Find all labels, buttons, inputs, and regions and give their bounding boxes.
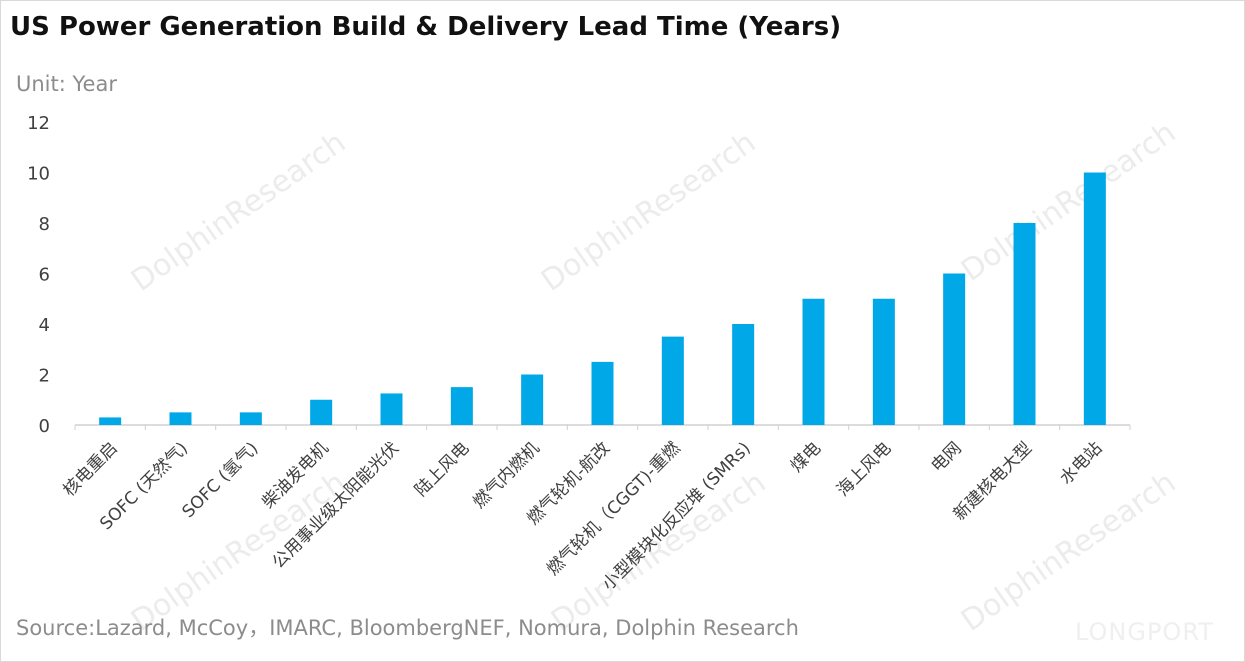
bar — [732, 324, 755, 425]
bar — [591, 361, 614, 425]
unit-label: Unit: Year — [16, 72, 117, 96]
x-category-label: 柴油发电机 — [258, 438, 332, 512]
x-category-label: 燃气轮机（CGGT)-重燃 — [543, 438, 684, 579]
y-tick-label: 8 — [39, 214, 50, 235]
x-category-label: 陆上风电 — [411, 438, 473, 500]
y-tick-label: 0 — [39, 416, 50, 437]
x-category-label: 公用事业级太阳能光伏 — [269, 438, 403, 572]
source-note: Source:Lazard, McCoy，IMARC, BloombergNEF… — [16, 616, 799, 640]
bar — [380, 393, 403, 425]
bar — [239, 412, 262, 425]
bar — [661, 336, 684, 425]
y-tick-label: 4 — [39, 315, 50, 336]
bar — [310, 399, 333, 425]
bar — [169, 412, 192, 425]
y-tick-label: 6 — [39, 265, 50, 286]
x-category-label: 水电站 — [1056, 438, 1106, 488]
y-tick-label: 2 — [39, 366, 50, 387]
x-category-label: 小型模块化反应堆 (SMRs) — [599, 438, 755, 594]
bar — [1083, 172, 1106, 425]
x-category-label: 海上风电 — [833, 438, 895, 500]
bar — [872, 298, 895, 425]
x-category-label: 煤电 — [787, 438, 825, 476]
bar — [521, 374, 544, 425]
bar — [99, 417, 122, 425]
y-tick-label: 10 — [27, 164, 50, 185]
x-category-label: 燃气内燃机 — [469, 438, 543, 512]
bar — [1013, 223, 1036, 425]
x-category-label: 核电重启 — [59, 438, 121, 500]
x-category-label: 电网 — [928, 438, 966, 476]
chart-title: US Power Generation Build & Delivery Lea… — [10, 12, 842, 42]
y-tick-label: 12 — [27, 113, 50, 134]
bar — [802, 298, 825, 425]
watermark-brand-logo: LONGPORT — [1075, 618, 1214, 646]
bar — [943, 273, 966, 425]
bar — [450, 387, 473, 425]
x-category-label: SOFC (氢气) — [179, 438, 263, 522]
